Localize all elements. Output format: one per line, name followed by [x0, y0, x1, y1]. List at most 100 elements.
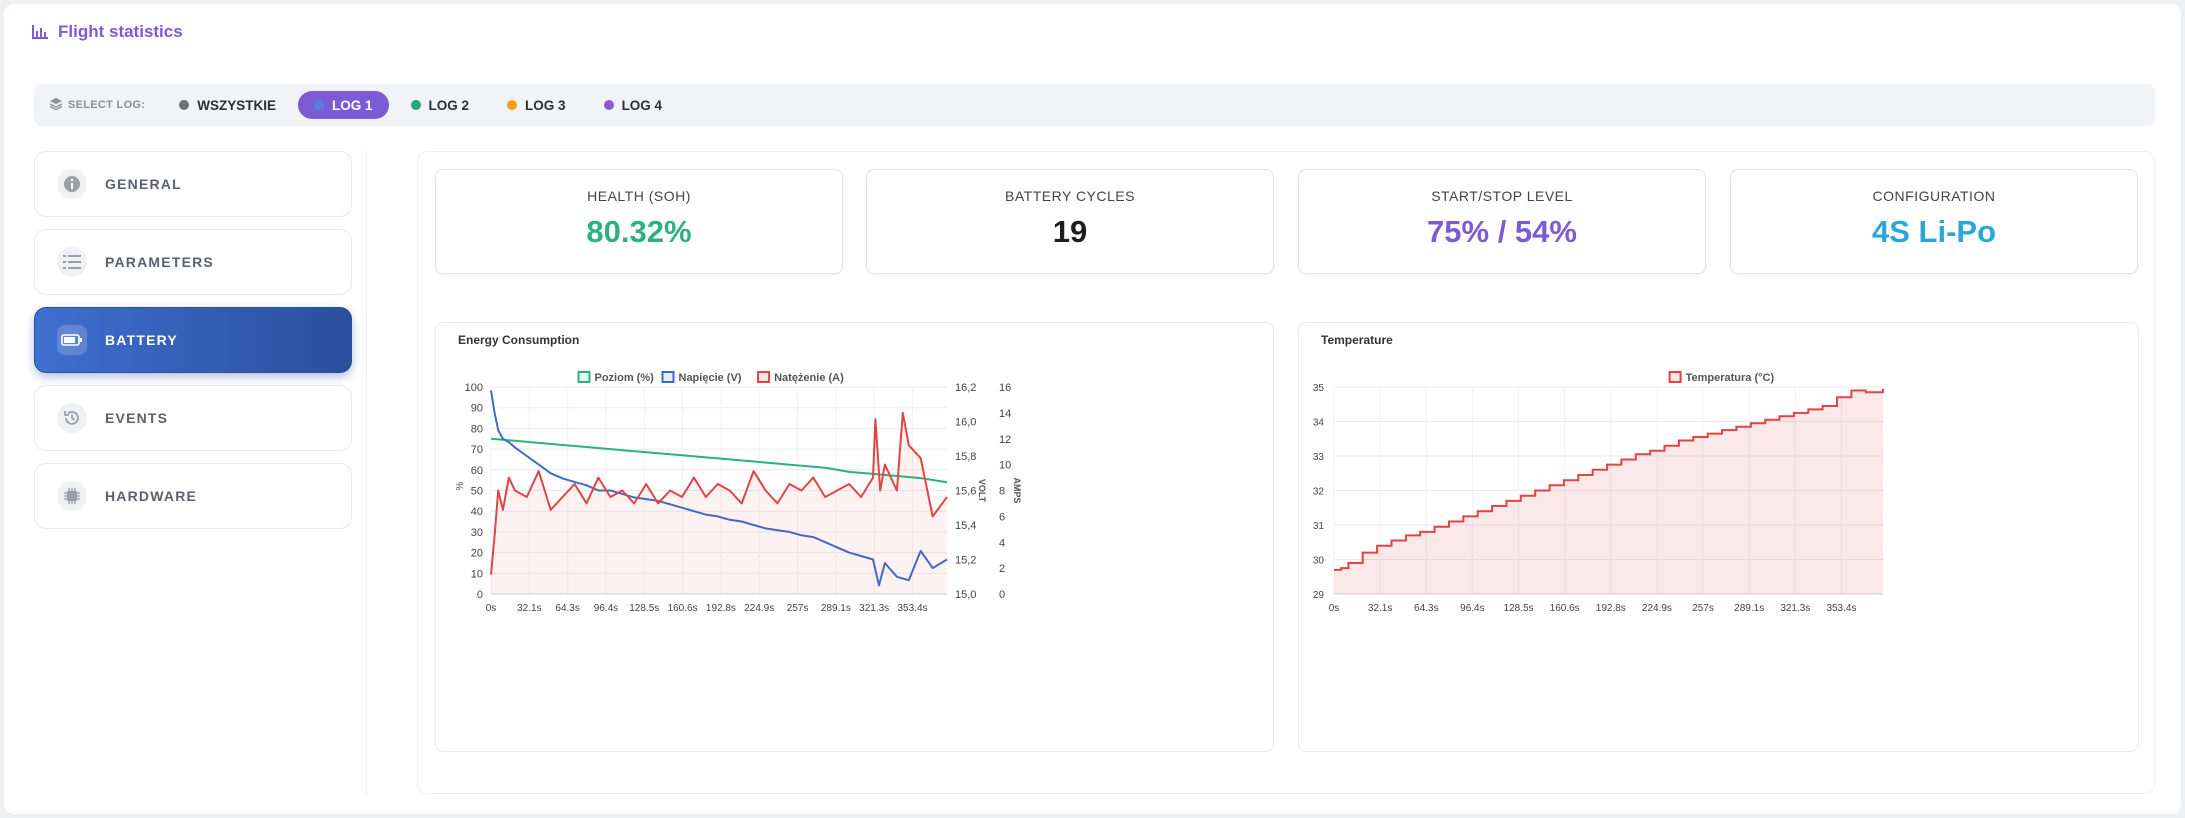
- page-header: Flight statistics: [32, 22, 183, 42]
- log-button-1[interactable]: LOG 1: [298, 91, 389, 119]
- bar-chart-icon: [32, 25, 48, 39]
- chip-icon: [57, 481, 87, 511]
- y-tick-label: 50: [471, 486, 483, 498]
- series-line: [490, 411, 948, 575]
- amps-tick-label: 0: [999, 589, 1005, 601]
- legend-swatch: [661, 371, 675, 383]
- volt-tick-label: 15,4: [955, 520, 976, 532]
- stat-card-configuration: CONFIGURATION 4S Li-Po: [1730, 169, 2138, 274]
- sidebar-item-events[interactable]: EVENTS: [34, 385, 352, 451]
- stat-card-start-stop: START/STOP LEVEL 75% / 54%: [1298, 169, 1706, 274]
- temperature-chart: Temperatura (°C) 29 30 31 32 33 34 35 0s 32.1s 64.…: [1313, 371, 1884, 614]
- stat-card-health: HEALTH (SOH) 80.32%: [435, 169, 843, 274]
- volt-tick-label: 16,2: [955, 382, 976, 394]
- sidebar-item-hardware[interactable]: HARDWARE: [34, 463, 352, 529]
- x-tick-label: 96.4s: [1460, 603, 1484, 614]
- page-title: Flight statistics: [58, 22, 183, 41]
- legend-label: Temperatura (°C): [1686, 372, 1775, 384]
- x-tick-label: 64.3s: [1414, 603, 1438, 614]
- stat-label: BATTERY CYCLES: [1005, 188, 1135, 204]
- x-tick-label: 192.8s: [1596, 603, 1626, 614]
- y-tick-label: 70: [471, 444, 483, 456]
- volt-tick-label: 15,8: [955, 451, 976, 463]
- stat-label: HEALTH (SOH): [587, 188, 691, 204]
- stat-card-cycles: BATTERY CYCLES 19: [866, 169, 1274, 274]
- y-tick-label: 80: [471, 423, 483, 435]
- amps-axis-label: AMPS: [1012, 477, 1022, 503]
- x-tick-label: 192.8s: [706, 603, 736, 614]
- x-tick-label: 224.9s: [1642, 603, 1672, 614]
- stat-value: 80.32%: [586, 214, 692, 249]
- sidebar-item-general[interactable]: GENERAL: [34, 151, 352, 217]
- y-tick-label: 100: [465, 382, 483, 394]
- energy-chart: Poziom (%) Napięcie (V) Natężenie (A)01020…: [455, 371, 1022, 614]
- legend-swatch: [1668, 371, 1682, 383]
- x-tick-label: 257s: [787, 603, 809, 614]
- log-button-2[interactable]: LOG 2: [395, 91, 486, 119]
- stat-label: START/STOP LEVEL: [1431, 188, 1573, 204]
- chart-title: Energy Consumption: [458, 333, 580, 347]
- x-tick-label: 64.3s: [555, 603, 579, 614]
- log-selector: SELECT LOG: WSZYSTKIE LOG 1 LOG 2 LOG 3 …: [34, 84, 2155, 126]
- volt-tick-label: 16,0: [955, 417, 976, 429]
- amps-tick-label: 8: [999, 486, 1005, 498]
- x-tick-label: 128.5s: [1504, 603, 1534, 614]
- stat-value: 75% / 54%: [1427, 214, 1577, 249]
- legend-swatch: [757, 371, 771, 383]
- log-button-4[interactable]: LOG 4: [588, 91, 679, 119]
- legend-swatch: [577, 371, 591, 383]
- amps-tick-label: 2: [999, 563, 1005, 575]
- x-tick-label: 289.1s: [821, 603, 851, 614]
- x-tick-label: 0s: [1329, 603, 1340, 614]
- dot-icon: [179, 100, 190, 110]
- log-button-3[interactable]: LOG 3: [491, 91, 582, 119]
- y-tick-label: 34: [1313, 418, 1325, 429]
- y-tick-label: 10: [471, 568, 483, 580]
- x-tick-label: 0s: [486, 603, 497, 614]
- legend-label: Natężenie (A): [774, 372, 844, 384]
- amps-tick-label: 4: [999, 537, 1005, 549]
- dot-icon: [603, 100, 614, 110]
- amps-tick-label: 6: [999, 511, 1005, 523]
- dot-icon: [507, 100, 518, 110]
- volt-axis-label: VOLT: [977, 479, 987, 503]
- y-tick-label: 33: [1313, 452, 1325, 463]
- x-tick-label: 321.3s: [859, 603, 889, 614]
- sidebar-item-battery[interactable]: BATTERY: [34, 307, 352, 373]
- y-tick-label: 90: [471, 403, 483, 415]
- y-tick-label: 32: [1313, 487, 1325, 498]
- amps-tick-label: 10: [999, 460, 1011, 472]
- log-button-all[interactable]: WSZYSTKIE: [163, 91, 292, 119]
- sidebar-item-parameters[interactable]: PARAMETERS: [34, 229, 352, 295]
- y-tick-label: 0: [477, 589, 483, 601]
- y-tick-label: 60: [471, 465, 483, 477]
- sidebar: GENERAL PARAMETERS BATTERY EVENTS HARDWA…: [34, 151, 352, 541]
- series-line: [490, 437, 948, 484]
- log-selector-label: SELECT LOG:: [49, 97, 145, 113]
- x-tick-label: 160.6s: [668, 603, 698, 614]
- amps-tick-label: 14: [999, 408, 1011, 420]
- volt-tick-label: 15,2: [955, 555, 976, 567]
- chart-title: Temperature: [1321, 333, 1393, 347]
- x-tick-label: 160.6s: [1550, 603, 1580, 614]
- x-tick-label: 289.1s: [1734, 603, 1764, 614]
- y-tick-label: 30: [1313, 556, 1325, 567]
- x-tick-label: 128.5s: [629, 603, 659, 614]
- volt-tick-label: 15,0: [955, 589, 976, 601]
- x-tick-label: 224.9s: [744, 603, 774, 614]
- info-icon: [57, 169, 87, 199]
- y-tick-label: 40: [471, 506, 483, 518]
- battery-content: HEALTH (SOH) 80.32% BATTERY CYCLES 19 ST…: [417, 151, 2155, 794]
- series-area: [1334, 388, 1883, 594]
- volt-tick-label: 15,6: [955, 486, 976, 498]
- stat-label: CONFIGURATION: [1872, 188, 1996, 204]
- legend-label: Poziom (%): [595, 372, 655, 384]
- dot-icon: [410, 100, 421, 110]
- main-panel: Flight statistics SELECT LOG: WSZYSTKIE …: [4, 4, 2181, 814]
- battery-icon: [57, 325, 87, 355]
- legend-label: Napięcie (V): [679, 372, 742, 384]
- x-tick-label: 257s: [1692, 603, 1714, 614]
- y-axis-label: %: [455, 482, 466, 491]
- stat-value: 19: [1052, 214, 1088, 249]
- y-tick-label: 20: [471, 548, 483, 560]
